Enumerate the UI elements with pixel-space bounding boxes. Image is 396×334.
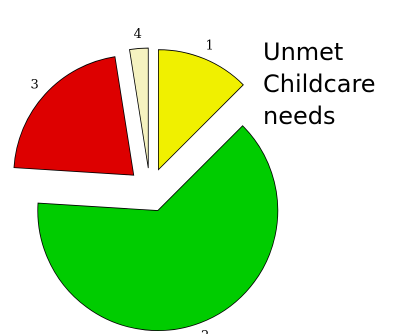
pie-slices bbox=[13, 47, 279, 331]
chart-title-line-3: needs bbox=[263, 102, 335, 130]
slice-label-4: 4 bbox=[134, 27, 142, 42]
pie-slice-1 bbox=[158, 49, 244, 171]
pie-slice-3 bbox=[13, 56, 135, 176]
chart-title-line-1: Unmet bbox=[263, 38, 343, 66]
slice-labels: 1 2 3 4 bbox=[30, 27, 213, 334]
slice-label-1: 1 bbox=[206, 38, 214, 53]
chart-title-line-2: Childcare bbox=[263, 70, 376, 98]
pie-slice-2 bbox=[37, 125, 279, 331]
slice-label-2: 2 bbox=[201, 328, 209, 334]
slice-label-3: 3 bbox=[30, 78, 38, 93]
pie-slice-4 bbox=[129, 47, 149, 169]
